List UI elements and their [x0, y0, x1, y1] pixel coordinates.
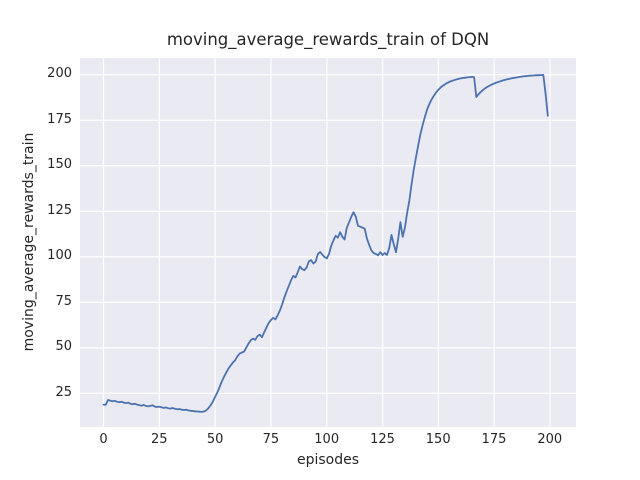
x-tick-label: 25 [151, 431, 168, 447]
y-axis-label: moving_average_rewards_train [21, 132, 37, 352]
y-tick-label: 75 [55, 293, 72, 309]
y-tick-label: 175 [47, 111, 72, 127]
x-tick-label: 125 [370, 431, 395, 447]
x-tick-label: 75 [262, 431, 280, 447]
y-tick-label: 125 [47, 202, 72, 218]
x-axis-label: episodes [296, 452, 360, 468]
x-tick-label: 0 [99, 431, 108, 447]
reward-curve [102, 73, 549, 413]
x-tick-label: 175 [481, 431, 507, 447]
line-chart-svg [80, 57, 576, 428]
x-tick-label: 50 [206, 431, 224, 447]
plot-area [80, 57, 576, 428]
y-tick-label: 150 [47, 157, 72, 173]
y-tick-label: 200 [47, 66, 72, 82]
x-tick-label: 150 [425, 431, 451, 447]
chart-title: moving_average_rewards_train of DQN [166, 30, 490, 49]
x-tick-label: 200 [537, 431, 563, 447]
y-tick-label: 25 [55, 384, 72, 400]
y-tick-label: 100 [47, 248, 72, 264]
x-tick-label: 100 [314, 431, 340, 447]
y-tick-label: 50 [55, 339, 72, 355]
